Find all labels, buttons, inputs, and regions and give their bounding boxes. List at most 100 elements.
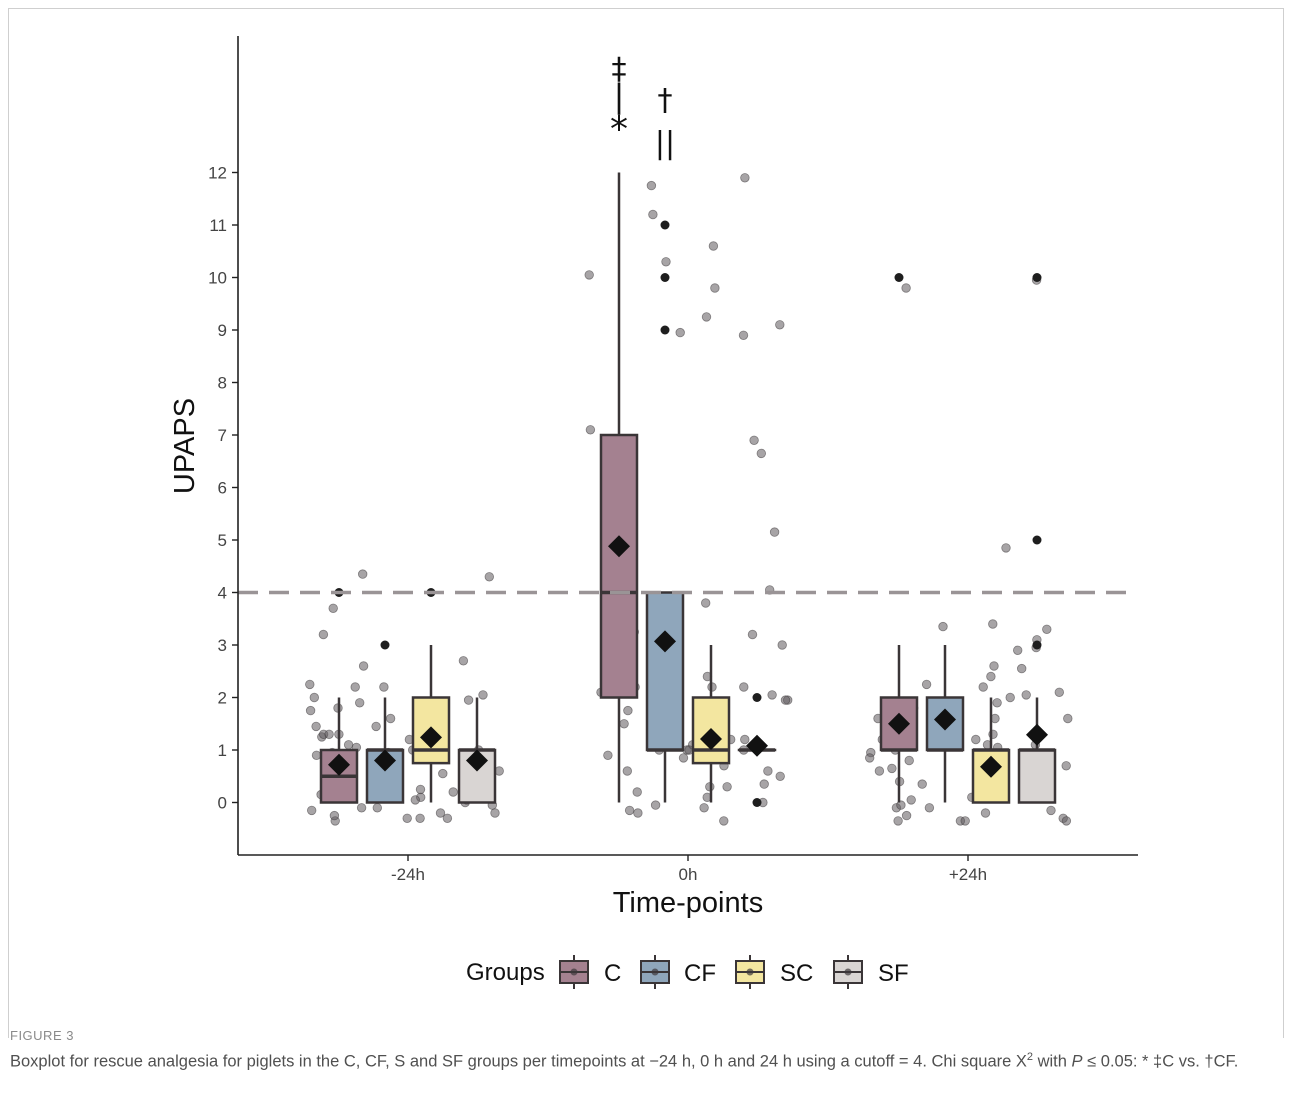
mean-diamond	[700, 727, 722, 750]
jitter-point	[379, 682, 389, 692]
jitter-point	[415, 813, 425, 824]
jitter-point	[986, 671, 996, 682]
caption-part2: with	[1033, 1052, 1072, 1071]
jitter-point	[372, 803, 383, 813]
box-C-0h	[599, 172, 639, 803]
jitter-point	[385, 713, 396, 724]
jitter-point	[699, 803, 709, 813]
jitter-point	[585, 425, 596, 435]
jitter-point	[722, 782, 732, 792]
figure-frame	[8, 8, 1284, 1038]
jitter-point	[318, 629, 329, 640]
jitter-point	[1054, 687, 1065, 698]
jitter-point	[893, 816, 903, 826]
jitter-point	[648, 209, 658, 220]
mean-diamond	[654, 630, 676, 653]
jitter-point	[906, 795, 916, 805]
jitter-point	[701, 598, 711, 608]
jitter-point	[708, 241, 719, 251]
jitter-point	[619, 719, 629, 729]
jitter-point	[749, 435, 759, 446]
jitter-point	[971, 734, 981, 745]
mean-diamond	[374, 749, 396, 772]
mean-diamond	[608, 535, 630, 558]
legend-item-C: C	[559, 955, 621, 989]
jitter-point	[415, 784, 426, 795]
jitter-point	[324, 729, 334, 740]
legend-label: CF	[684, 960, 716, 987]
outlier-point	[660, 220, 670, 230]
jitter-point	[1013, 645, 1023, 656]
y-tick-label: 8	[218, 374, 227, 393]
jitter-point	[740, 734, 750, 745]
jitter-point	[646, 180, 657, 191]
jitter-point	[917, 779, 927, 789]
jitter-point	[1061, 761, 1071, 771]
outlier-point	[894, 273, 904, 282]
jitter-point	[1061, 816, 1072, 826]
jitter-point	[633, 808, 643, 818]
legend-key-point	[570, 968, 578, 976]
outlier-point	[1032, 640, 1042, 650]
outlier-point	[1032, 273, 1042, 282]
box-SC--24h	[411, 588, 451, 803]
legend-key-point	[844, 968, 852, 976]
caption-part1: Boxplot for rescue analgesia for piglets…	[10, 1052, 1016, 1071]
mean-diamond	[466, 749, 488, 772]
y-tick-label: 5	[218, 531, 227, 550]
jitter-point	[478, 690, 488, 700]
outlier-point	[660, 273, 670, 282]
y-axis-title: UPAPS	[169, 398, 201, 494]
annotation-mark: ‡	[612, 52, 627, 87]
jitter-point	[980, 808, 991, 818]
jitter-point	[305, 679, 315, 690]
jitter-point	[311, 721, 321, 732]
outlier-point	[660, 325, 670, 335]
x-tick-label: -24h	[391, 865, 425, 884]
jitter-point	[769, 527, 780, 537]
x-tick-label: +24h	[949, 865, 987, 884]
annotation-mark: †	[658, 83, 673, 118]
jitter-point	[661, 257, 671, 267]
figure-label: FIGURE 3	[10, 1028, 74, 1043]
jitter-point	[740, 173, 750, 183]
jitter-point	[484, 572, 495, 582]
jitter-point	[756, 448, 767, 459]
legend-item-SC: SC	[735, 955, 813, 989]
outlier-point	[752, 693, 762, 702]
jitter-point	[1046, 805, 1056, 816]
jitter-point	[458, 656, 469, 666]
box-SC-+24h	[971, 697, 1011, 804]
x-tick-label: 0h	[679, 865, 698, 884]
box-CF--24h	[365, 640, 405, 804]
jitter-point	[442, 813, 453, 824]
mean-diamond	[746, 734, 768, 757]
jitter-point	[780, 695, 791, 705]
jitter-point	[719, 816, 729, 826]
caption-chi-symbol: X	[1015, 1052, 1027, 1071]
jitter-point	[1021, 690, 1031, 700]
jitter-point	[356, 803, 367, 813]
y-tick-label: 11	[209, 216, 227, 235]
jitter-point	[358, 661, 369, 671]
annotation-mark: |	[614, 77, 625, 115]
jitter-point	[343, 740, 354, 750]
caption-chi-exponent: 2	[1026, 1051, 1034, 1063]
jitter-point	[650, 800, 661, 810]
jitter-point	[747, 629, 758, 640]
jitter-point	[410, 795, 421, 805]
legend: Groups C CF SC SF	[466, 955, 909, 989]
mean-diamond	[934, 708, 956, 731]
jitter-point	[623, 705, 633, 716]
jitter-point	[701, 312, 712, 322]
outlier-point	[380, 640, 390, 650]
jitter-point	[1001, 543, 1011, 553]
jitter-point	[1063, 713, 1073, 724]
y-tick-label: 3	[218, 636, 227, 655]
y-tick-label: 10	[208, 269, 227, 288]
jitter-point	[904, 755, 914, 766]
figure-caption: FIGURE 3 Boxplot for rescue analgesia fo…	[10, 1028, 1280, 1073]
legend-item-SF: SF	[833, 955, 909, 989]
jitter-point	[1017, 663, 1027, 674]
